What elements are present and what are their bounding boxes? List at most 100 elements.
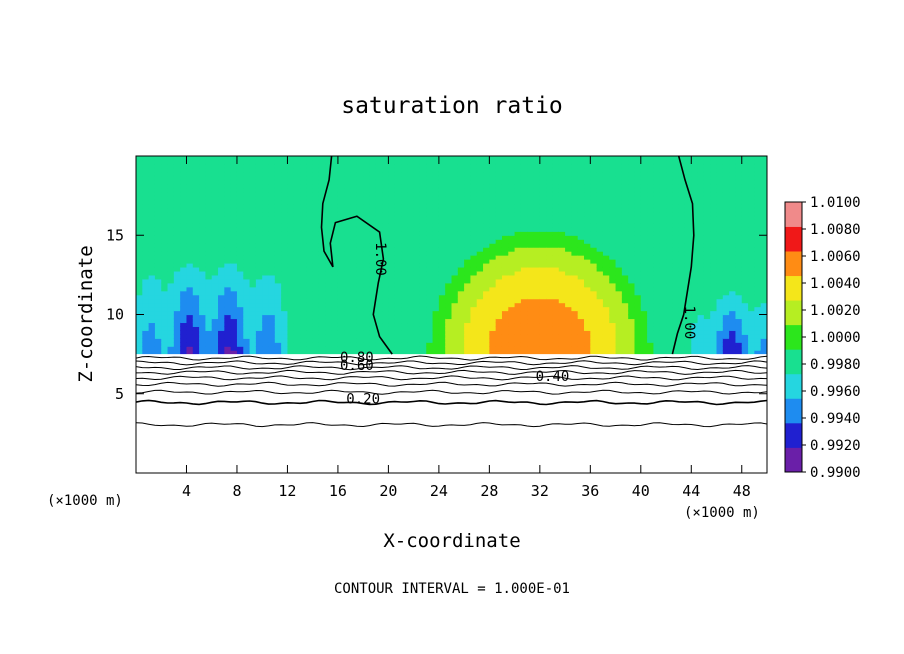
field-cell xyxy=(741,211,749,217)
field-cell xyxy=(382,227,389,232)
field-cell xyxy=(666,207,673,213)
field-cell xyxy=(180,270,188,276)
field-cell xyxy=(577,334,585,339)
field-cell xyxy=(274,306,282,312)
field-cell xyxy=(760,350,767,355)
field-cell xyxy=(552,322,560,327)
field-cell xyxy=(243,179,251,185)
field-cell xyxy=(483,231,490,236)
field-cell xyxy=(527,223,535,228)
field-cell xyxy=(729,274,737,280)
field-cell xyxy=(722,156,730,161)
field-cell xyxy=(464,274,472,280)
field-cell xyxy=(394,199,402,205)
field-cell xyxy=(356,318,364,324)
field-cell xyxy=(173,227,181,232)
field-cell xyxy=(318,342,326,347)
field-cell xyxy=(571,259,579,264)
field-cell xyxy=(369,243,377,248)
field-cell xyxy=(331,195,339,201)
field-cell xyxy=(369,278,377,284)
field-cell xyxy=(401,259,408,264)
field-cell xyxy=(445,342,453,347)
field-cell xyxy=(476,322,484,327)
field-cell xyxy=(154,187,162,193)
field-cell xyxy=(501,163,509,169)
field-cell xyxy=(703,318,711,324)
field-cell xyxy=(312,255,320,260)
field-cell xyxy=(514,310,522,316)
field-cell xyxy=(666,266,673,272)
field-cell xyxy=(224,350,232,355)
field-cell xyxy=(741,334,749,339)
field-cell xyxy=(445,310,453,316)
field-cell xyxy=(407,171,415,177)
field-cell xyxy=(470,219,478,224)
field-cell xyxy=(236,302,244,308)
field-cell xyxy=(167,195,175,201)
field-cell xyxy=(249,203,257,209)
field-cell xyxy=(154,274,162,280)
field-cell xyxy=(356,262,364,268)
field-cell xyxy=(180,322,188,327)
field-cell xyxy=(388,346,396,351)
field-cell xyxy=(236,318,244,324)
field-cell xyxy=(268,310,276,316)
field-cell xyxy=(325,191,333,197)
field-cell xyxy=(760,235,767,240)
field-cell xyxy=(533,171,541,177)
field-cell xyxy=(735,175,743,181)
field-cell xyxy=(173,326,181,331)
field-cell xyxy=(495,207,503,213)
field-cell xyxy=(281,259,289,264)
field-cell xyxy=(558,334,566,339)
field-cell xyxy=(457,302,465,308)
field-cell xyxy=(457,211,465,217)
field-cell xyxy=(262,326,270,331)
field-cell xyxy=(609,270,617,276)
field-cell xyxy=(483,298,490,304)
field-cell xyxy=(590,203,598,209)
field-cell xyxy=(552,290,560,296)
field-cell xyxy=(735,163,743,169)
field-cell xyxy=(211,266,219,272)
field-cell xyxy=(199,207,207,213)
field-cell xyxy=(729,187,737,193)
field-cell xyxy=(527,179,535,185)
field-cell xyxy=(457,235,465,240)
field-cell xyxy=(533,167,541,173)
field-cell xyxy=(148,274,156,280)
field-cell xyxy=(199,191,207,197)
field-cell xyxy=(621,266,629,272)
field-cell xyxy=(218,251,225,256)
field-cell xyxy=(154,239,162,244)
field-cell xyxy=(445,259,453,264)
field-cell xyxy=(476,306,484,312)
field-cell xyxy=(483,330,490,335)
field-cell xyxy=(306,215,314,220)
field-cell xyxy=(375,219,383,224)
field-cell xyxy=(236,278,244,284)
field-cell xyxy=(672,199,680,205)
field-cell xyxy=(457,215,465,220)
field-cell xyxy=(205,211,213,217)
field-cell xyxy=(136,294,143,300)
field-cell xyxy=(344,187,352,193)
field-cell xyxy=(602,322,610,327)
field-cell xyxy=(508,314,516,320)
field-cell xyxy=(199,346,207,351)
field-cell xyxy=(401,231,408,236)
field-cell xyxy=(325,227,333,232)
field-cell xyxy=(136,239,143,244)
field-cell xyxy=(350,346,358,351)
field-cell xyxy=(451,274,459,280)
field-cell xyxy=(426,251,434,256)
field-cell xyxy=(489,334,497,339)
field-cell xyxy=(186,163,194,169)
field-cell xyxy=(243,342,251,347)
field-cell xyxy=(653,282,661,288)
field-cell xyxy=(722,179,730,185)
field-cell xyxy=(514,175,522,181)
field-cell xyxy=(337,187,345,193)
field-cell xyxy=(703,338,711,343)
